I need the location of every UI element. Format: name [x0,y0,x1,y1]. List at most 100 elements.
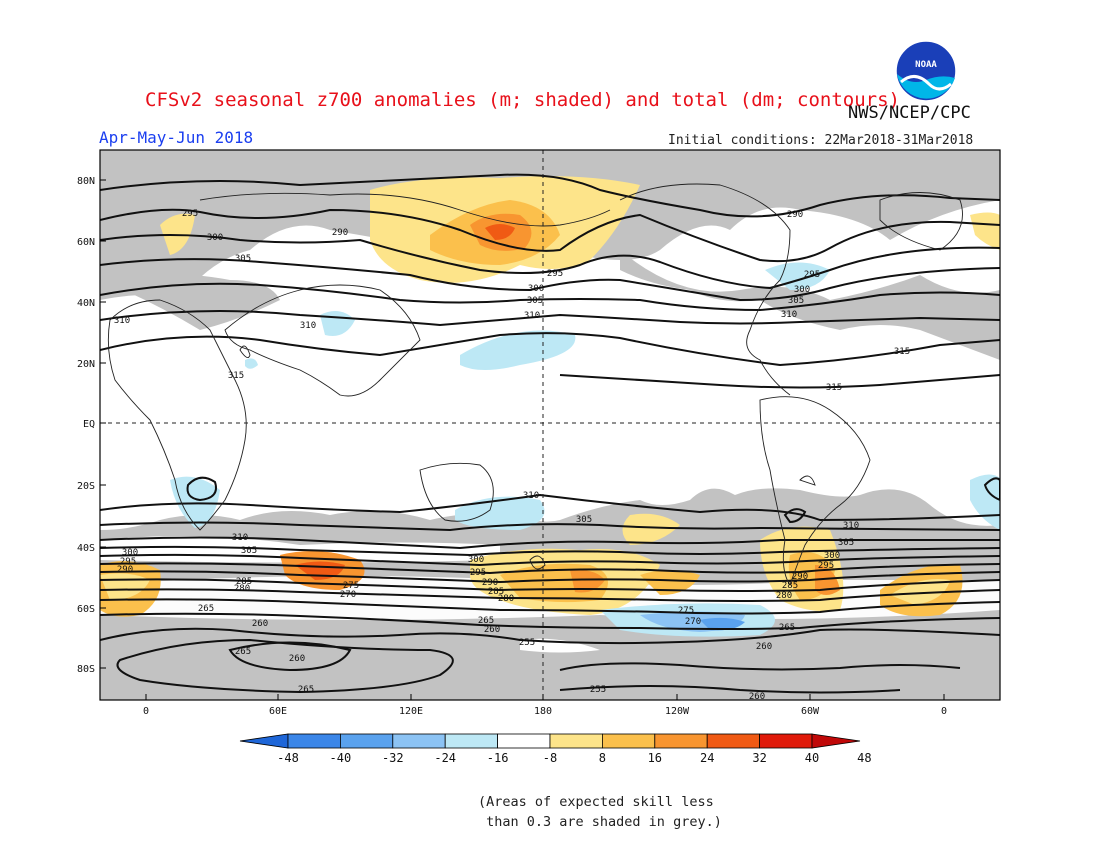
contour-label: 300 [207,233,223,243]
lon-label: 60W [801,706,820,717]
colorbar-tick-label: -48 [277,751,299,765]
contour-label: 305 [788,296,804,306]
lon-label: 180 [534,706,552,717]
contour-label: 315 [894,347,910,357]
colorbar-tick-label: 48 [857,751,871,765]
colorbar-cell [811,733,861,749]
contour-label: 295 [818,561,834,571]
lon-label: 60E [269,706,287,717]
height-contours [100,173,1000,694]
contour-label: 260 [749,692,765,702]
contour-label: 290 [787,210,803,220]
contour-label: 310 [300,321,316,331]
colorbar-cell [392,733,446,749]
colorbar-cell [287,733,341,749]
lat-label: 20S [77,481,95,492]
lat-label: 80S [77,664,95,675]
colorbar-cell [444,733,499,749]
lat-label: EQ [83,419,95,430]
contour-label: 280 [498,594,514,604]
colorbar-tick-label: -24 [434,751,456,765]
contour-label: 315 [228,371,244,381]
lon-label: 120E [399,706,423,717]
contour-label: 295 [804,270,820,280]
contour-label: 280 [234,584,250,594]
colorbar-cell [706,733,761,749]
contour-label: 300 [794,285,810,295]
noaa-logo: NOAA [895,40,957,102]
colorbar-tick-label: -32 [382,751,404,765]
contour-label: 290 [482,578,498,588]
contour-label: 265 [478,616,494,626]
contour-label: 310 [843,521,859,531]
contour-label: 260 [756,642,772,652]
contour-label: 310 [523,491,539,501]
contour-label: 260 [289,654,305,664]
contour-label: 295 [182,209,198,219]
contour-label: 310 [232,533,248,543]
contour-label: 265 [235,647,251,657]
contour-label: 265 [198,604,214,614]
lat-label: 60S [77,604,95,615]
contour-label: 305 [235,254,251,264]
lon-label: 0 [941,706,947,717]
lat-label: 40N [77,298,95,309]
colorbar-cell [602,733,656,749]
map-frame [99,149,1001,701]
lat-label: 60N [77,237,95,248]
contour-label: 290 [792,572,808,582]
contour-label: 285 [488,587,504,597]
colorbar-cell [654,733,708,749]
latitude-labels: 80N 60N 40N 20N EQ 20S 40S 60S 80S [77,176,95,675]
contour-value-labels: 295 300 305 310 315 290 295 300 305 310 … [114,209,910,702]
contour-label: 300 [122,548,138,558]
contour-label: 265 [779,623,795,633]
lat-label: 80N [77,176,95,187]
contour-label: 300 [824,551,840,561]
contour-label: 295 [470,568,486,578]
map-layers [100,150,1000,700]
contour-label: 285 [236,577,252,587]
contour-label: 305 [241,546,257,556]
colorbar-tick-label: 32 [752,751,766,765]
contour-label: 290 [332,228,348,238]
map-title: CFSv2 seasonal z700 anomalies (m; shaded… [145,89,900,111]
contour-label: 300 [468,555,484,565]
contour-label: 315 [826,383,842,393]
contour-label: 310 [781,310,797,320]
contour-label: 275 [678,606,694,616]
contour-label: 265 [298,685,314,695]
colorbar-cell [497,733,551,749]
colorbar-tick-label: 16 [648,751,662,765]
contour-label: 255 [519,638,535,648]
contour-label: 260 [252,619,268,629]
contour-label: 255 [590,685,606,695]
contour-label: 305 [576,515,592,525]
contour-label: 270 [685,617,701,627]
colorbar-tick-label: 40 [805,751,819,765]
contour-label: 280 [776,591,792,601]
colorbar-tick-label: -40 [330,751,352,765]
contour-label: 275 [343,581,359,591]
season-label: Apr-May-Jun 2018 [99,128,254,147]
colorbar-cell [759,733,813,749]
lat-label: 40S [77,543,95,554]
contour-label: 295 [120,557,136,567]
skill-footnote: (Areas of expected skill less than 0.3 a… [478,794,722,830]
initial-conditions-label: Initial conditions: 22Mar2018-31Mar2018 [668,133,974,148]
colorbar-cell [239,733,289,749]
agency-label: NWS/NCEP/CPC [848,103,971,123]
contour-label: 295 [547,269,563,279]
logo-text: NOAA [915,60,937,70]
coastlines [107,183,963,587]
reference-lines [100,150,1000,700]
colorbar-tick-labels: -48 -40 -32 -24 -16 -8 8 16 24 32 40 48 [277,751,871,765]
longitude-labels: 0 60E 120E 180 120W 60W 0 [143,706,947,717]
contour-label: 305 [527,296,543,306]
colorbar-tick-label: -8 [543,751,557,765]
lon-label: 0 [143,706,149,717]
contour-label: 300 [528,284,544,294]
colorbar-cell [549,733,603,749]
